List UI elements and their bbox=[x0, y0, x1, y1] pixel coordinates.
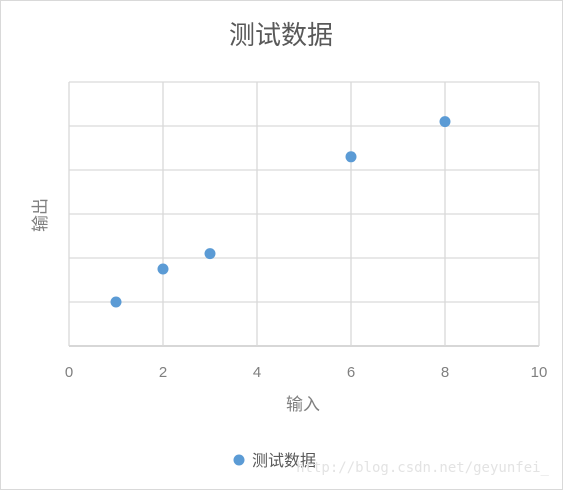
legend-marker bbox=[233, 454, 245, 466]
x-tick-label: 4 bbox=[253, 364, 261, 381]
data-point[interactable] bbox=[110, 296, 122, 308]
x-tick-label: 6 bbox=[347, 364, 355, 381]
x-tick-label: 0 bbox=[65, 364, 73, 381]
data-points bbox=[110, 116, 451, 308]
x-axis-title: 输入 bbox=[286, 395, 320, 415]
y-axis-title: 输出 bbox=[31, 198, 51, 232]
data-point[interactable] bbox=[157, 263, 169, 275]
x-tick-label: 2 bbox=[159, 364, 167, 381]
x-axis-ticks: 0 2 4 6 8 10 bbox=[65, 364, 548, 381]
data-point[interactable] bbox=[204, 248, 216, 260]
watermark-text: http://blog.csdn.net/geyunfei_ bbox=[296, 460, 549, 476]
data-point[interactable] bbox=[345, 151, 357, 163]
legend-label: 测试数据 bbox=[252, 451, 316, 470]
chart-title: 测试数据 bbox=[229, 21, 333, 51]
legend[interactable]: 测试数据 bbox=[233, 451, 317, 470]
x-tick-label: 10 bbox=[531, 364, 548, 381]
data-point[interactable] bbox=[439, 116, 451, 128]
x-tick-label: 8 bbox=[441, 364, 449, 381]
gridlines bbox=[68, 81, 540, 347]
